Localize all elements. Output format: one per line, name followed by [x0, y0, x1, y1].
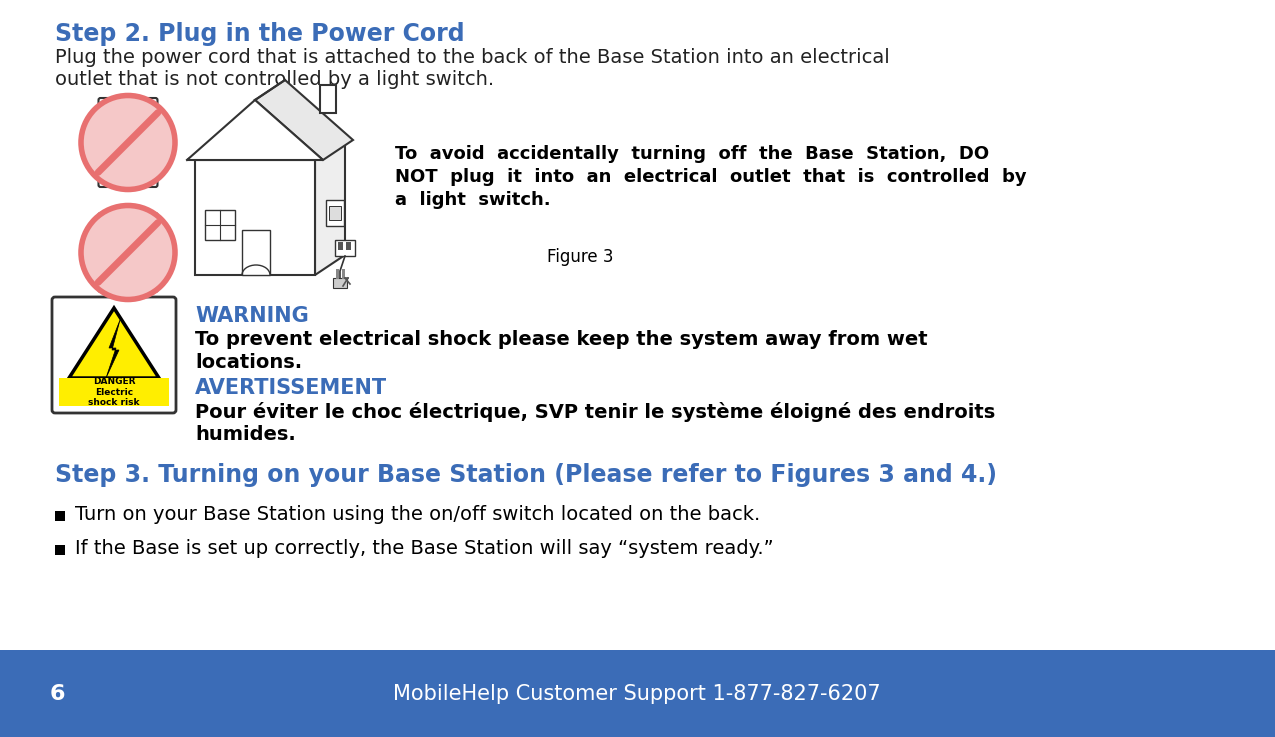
Polygon shape	[106, 320, 120, 378]
Text: NOT  plug  it  into  an  electrical  outlet  that  is  controlled  by: NOT plug it into an electrical outlet th…	[395, 168, 1026, 186]
Text: WARNING: WARNING	[195, 306, 309, 326]
Bar	[119, 125, 138, 160]
Circle shape	[82, 206, 175, 299]
Polygon shape	[187, 100, 323, 160]
Circle shape	[82, 96, 175, 189]
Bar	[133, 229, 139, 243]
Bar	[133, 257, 139, 271]
Bar	[338, 242, 343, 250]
Bar	[110, 257, 117, 271]
Text: To  avoid  accidentally  turning  off  the  Base  Station,  DO: To avoid accidentally turning off the Ba…	[395, 145, 989, 163]
Text: DANGER
Electric
shock risk: DANGER Electric shock risk	[88, 377, 140, 407]
Bar	[0, 650, 1275, 737]
Bar	[59, 378, 170, 406]
Bar	[55, 511, 65, 521]
Polygon shape	[315, 140, 346, 275]
Text: Step 2. Plug in the Power Cord: Step 2. Plug in the Power Cord	[55, 22, 464, 46]
Text: Turn on your Base Station using the on/off switch located on the back.: Turn on your Base Station using the on/o…	[75, 505, 760, 524]
Bar	[342, 269, 346, 279]
Polygon shape	[255, 80, 353, 160]
Circle shape	[125, 105, 131, 111]
Text: 6: 6	[50, 683, 65, 704]
FancyBboxPatch shape	[98, 98, 158, 187]
Text: humides.: humides.	[195, 425, 296, 444]
Bar	[205, 210, 235, 240]
FancyBboxPatch shape	[98, 213, 158, 292]
Text: Step 3. Turning on your Base Station (Please refer to Figures 3 and 4.): Step 3. Turning on your Base Station (Pl…	[55, 463, 997, 487]
Text: MobileHelp Customer Support 1-877-827-6207: MobileHelp Customer Support 1-877-827-62…	[393, 683, 881, 704]
Bar	[329, 206, 340, 220]
Text: To prevent electrical shock please keep the system away from wet: To prevent electrical shock please keep …	[195, 330, 928, 349]
Circle shape	[119, 278, 129, 288]
Bar	[335, 240, 354, 256]
Text: AVERTISSEMENT: AVERTISSEMENT	[195, 378, 388, 398]
Circle shape	[125, 174, 131, 180]
Circle shape	[119, 250, 129, 260]
Text: a  light  switch.: a light switch.	[395, 191, 551, 209]
Bar	[333, 278, 347, 288]
Bar	[346, 242, 351, 250]
Text: Figure 3: Figure 3	[547, 248, 613, 266]
Bar	[55, 545, 65, 555]
Text: If the Base is set up correctly, the Base Station will say “system ready.”: If the Base is set up correctly, the Bas…	[75, 539, 774, 558]
Text: Pour éviter le choc électrique, SVP tenir le système éloigné des endroits: Pour éviter le choc électrique, SVP teni…	[195, 402, 996, 422]
Bar	[337, 269, 339, 279]
Bar	[110, 229, 117, 243]
FancyBboxPatch shape	[52, 297, 176, 413]
Text: Plug the power cord that is attached to the back of the Base Station into an ele: Plug the power cord that is attached to …	[55, 48, 890, 67]
Bar	[326, 200, 344, 226]
Polygon shape	[69, 308, 159, 378]
Bar	[320, 85, 337, 113]
Polygon shape	[195, 160, 315, 275]
Bar	[242, 230, 270, 275]
Text: outlet that is not controlled by a light switch.: outlet that is not controlled by a light…	[55, 70, 495, 89]
Text: locations.: locations.	[195, 353, 302, 372]
